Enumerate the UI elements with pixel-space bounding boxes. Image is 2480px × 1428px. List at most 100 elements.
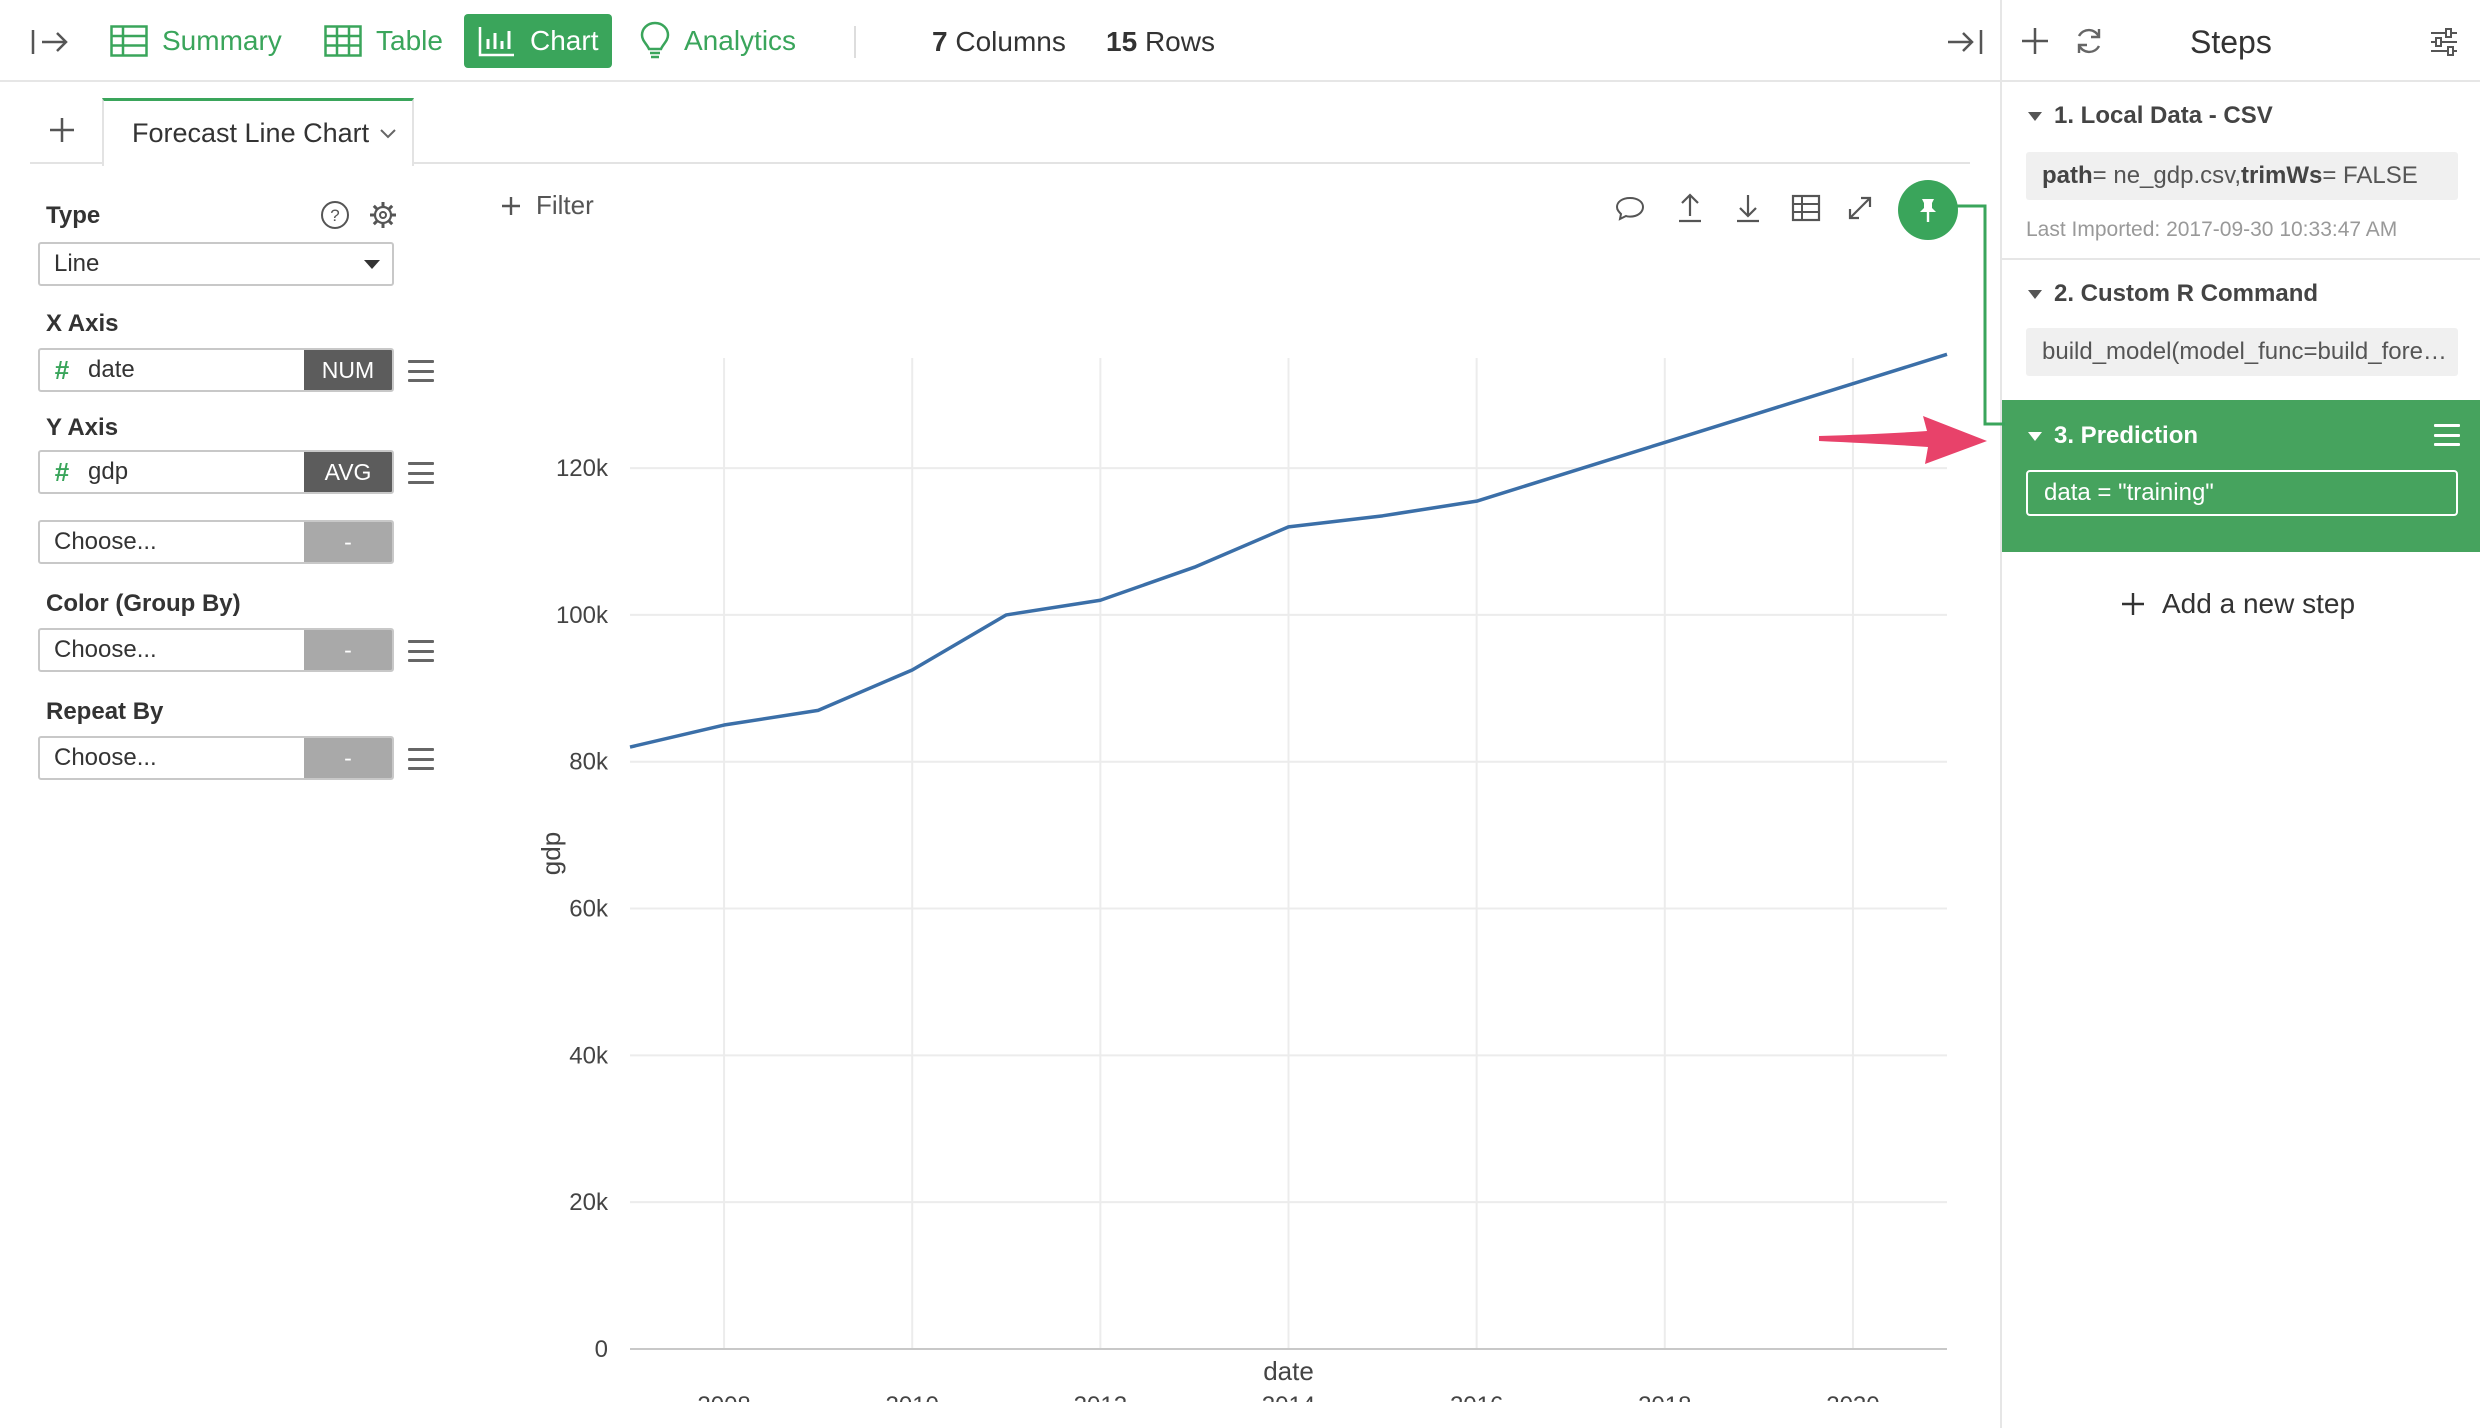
tab-forecast-line-chart[interactable]: Forecast Line Chart bbox=[102, 98, 414, 166]
chart-tab-label: Forecast Line Chart bbox=[132, 118, 370, 148]
columns-count-value: 7 bbox=[932, 26, 948, 57]
x-axis-field-name: date bbox=[88, 356, 135, 383]
step-2-label: 2. Custom R Command bbox=[2054, 280, 2319, 307]
y-axis-extra-field[interactable]: Choose... - bbox=[38, 520, 394, 564]
step-3-menu-icon[interactable] bbox=[2434, 424, 2460, 446]
settings-sliders-icon[interactable] bbox=[2428, 26, 2460, 58]
collapse-right-icon[interactable] bbox=[1944, 22, 1984, 62]
tab-table-label: Table bbox=[376, 25, 443, 56]
data-grid-icon[interactable] bbox=[1788, 190, 1824, 226]
filter-label: Filter bbox=[536, 190, 594, 220]
x-tick-label: 2016 bbox=[1450, 1392, 1503, 1402]
toolbar-divider bbox=[854, 26, 856, 58]
add-tab-icon[interactable] bbox=[44, 112, 80, 148]
steps-header: Steps bbox=[2002, 0, 2480, 82]
pin-button[interactable] bbox=[1898, 180, 1958, 240]
tab-chart[interactable]: Chart bbox=[464, 14, 613, 68]
collapse-left-icon[interactable] bbox=[30, 22, 70, 62]
tab-table[interactable]: Table bbox=[310, 14, 457, 68]
y-axis-label: Y Axis bbox=[46, 414, 119, 441]
step-1-params[interactable]: path = ne_gdp.csv, trimWs = FALSE bbox=[2026, 152, 2458, 200]
add-new-step-button[interactable]: Add a new step bbox=[2120, 588, 2355, 620]
add-step-icon[interactable] bbox=[2018, 24, 2052, 58]
upload-icon[interactable] bbox=[1672, 190, 1708, 226]
y-axis-extra-agg[interactable]: - bbox=[304, 522, 392, 562]
collapse-triangle-icon bbox=[2028, 111, 2042, 121]
columns-count: 7 Columns bbox=[932, 26, 1066, 58]
color-group-placeholder: Choose... bbox=[54, 636, 157, 663]
chart-type-value: Line bbox=[54, 250, 100, 277]
pin-connector-line bbox=[1957, 204, 2005, 426]
x-tick-label: 2012 bbox=[1074, 1392, 1127, 1402]
step-1-param2-key: trimWs bbox=[2241, 162, 2323, 189]
expand-icon[interactable] bbox=[1842, 190, 1878, 226]
repeat-by-agg[interactable]: - bbox=[304, 738, 392, 778]
x-axis-menu-icon[interactable] bbox=[408, 360, 434, 382]
plus-icon bbox=[502, 196, 520, 215]
x-axis-field[interactable]: # date NUM bbox=[38, 348, 394, 392]
x-tick-label: 2018 bbox=[1638, 1392, 1691, 1402]
chart-panel: Forecast Line Chart Type ? Line X Axis #… bbox=[30, 82, 1970, 1428]
chart-type-select[interactable]: Line bbox=[38, 242, 394, 286]
step-3-params[interactable]: data = "training" bbox=[2026, 470, 2458, 516]
steps-title: Steps bbox=[2190, 24, 2272, 60]
annotation-arrow bbox=[1819, 416, 1987, 464]
comment-icon[interactable] bbox=[1612, 190, 1648, 226]
y-tick-label: 0 bbox=[595, 1336, 608, 1363]
chevron-down-icon[interactable] bbox=[379, 128, 397, 140]
chart-tabstrip: Forecast Line Chart bbox=[30, 98, 1970, 166]
y-tick-label: 60k bbox=[569, 896, 609, 923]
y-axis-field[interactable]: # gdp AVG bbox=[38, 450, 394, 494]
step-1-label: 1. Local Data - CSV bbox=[2054, 102, 2273, 129]
gdp-series-line bbox=[629, 352, 1948, 749]
repeat-by-field[interactable]: Choose... - bbox=[38, 736, 394, 780]
x-tick-label: 2010 bbox=[886, 1392, 939, 1402]
x-tick-label: 2014 bbox=[1262, 1392, 1315, 1402]
steps-panel: Steps 1. Local Data - CSV path = ne_gdp.… bbox=[2000, 0, 2480, 1428]
lightbulb-icon bbox=[640, 21, 670, 59]
chart-icon bbox=[478, 27, 514, 57]
y-axis-menu-icon[interactable] bbox=[408, 462, 434, 484]
tab-analytics[interactable]: Analytics bbox=[626, 14, 810, 68]
tab-analytics-label: Analytics bbox=[684, 25, 797, 56]
x-tick-label: 2008 bbox=[697, 1392, 750, 1402]
top-toolbar: Summary Table Chart Analytics 7 bbox=[0, 0, 2000, 82]
x-tick-label: 2020 bbox=[1826, 1392, 1879, 1402]
y-axis-title: gdp bbox=[536, 832, 566, 875]
color-group-field[interactable]: Choose... - bbox=[38, 628, 394, 672]
refresh-icon[interactable] bbox=[2072, 24, 2106, 58]
repeat-by-menu-icon[interactable] bbox=[408, 748, 434, 770]
x-axis-agg-button[interactable]: NUM bbox=[304, 350, 392, 390]
help-icon[interactable]: ? bbox=[320, 200, 350, 230]
step-1-param-key: path bbox=[2042, 162, 2093, 189]
step-3-title[interactable]: 3. Prediction bbox=[2028, 422, 2198, 450]
svg-text:?: ? bbox=[330, 206, 339, 225]
plus-icon bbox=[2122, 593, 2144, 615]
pin-icon bbox=[1920, 199, 1936, 222]
rows-count-label: Rows bbox=[1144, 26, 1215, 57]
step-1-title[interactable]: 1. Local Data - CSV bbox=[2028, 102, 2273, 130]
y-axis-extra-placeholder: Choose... bbox=[54, 528, 157, 555]
step-2-title[interactable]: 2. Custom R Command bbox=[2028, 280, 2318, 308]
x-axis-label: X Axis bbox=[46, 310, 119, 337]
y-tick-label: 20k bbox=[569, 1189, 609, 1216]
repeat-by-placeholder: Choose... bbox=[54, 744, 157, 771]
numeric-hash-icon: # bbox=[54, 456, 70, 487]
download-icon[interactable] bbox=[1730, 190, 1766, 226]
tab-summary-label: Summary bbox=[162, 25, 282, 56]
numeric-hash-icon: # bbox=[54, 354, 70, 385]
add-new-step-label: Add a new step bbox=[2162, 588, 2356, 619]
y-tick-label: 100k bbox=[556, 602, 609, 629]
line-chart: 0 20k 40k 60k 80k 100k 120k 2008 2010 2012 2014 201… bbox=[536, 352, 1948, 1402]
step-2-command[interactable]: build_model(model_func=build_forecasting… bbox=[2026, 328, 2458, 376]
step-1-last-imported: Last Imported: 2017-09-30 10:33:47 AM bbox=[2026, 218, 2398, 241]
y-axis-agg-button[interactable]: AVG bbox=[304, 452, 392, 492]
add-filter-button[interactable]: Filter bbox=[500, 190, 594, 221]
step-3-active[interactable]: 3. Prediction data = "training" bbox=[2002, 400, 2480, 552]
y-tick-label: 80k bbox=[569, 749, 609, 776]
tab-summary[interactable]: Summary bbox=[96, 14, 296, 68]
color-group-menu-icon[interactable] bbox=[408, 640, 434, 662]
color-group-agg[interactable]: - bbox=[304, 630, 392, 670]
gear-icon[interactable] bbox=[368, 200, 398, 230]
y-tick-label: 40k bbox=[569, 1042, 609, 1069]
